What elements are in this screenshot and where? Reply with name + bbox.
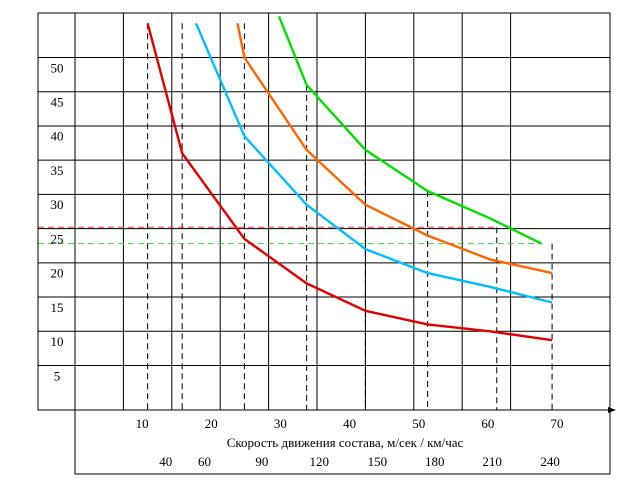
series-line-3 — [236, 23, 553, 275]
y-tick-label: 5 — [54, 368, 61, 383]
kmh-tick-label: 210 — [482, 454, 502, 469]
x-tick-labels: 10 20 30 40 50 60 70 — [136, 416, 564, 431]
y-tick-label: 35 — [51, 163, 64, 178]
series-line-2 — [194, 22, 553, 304]
y-tick-label: 30 — [51, 197, 64, 212]
y-tick-label: 25 — [51, 231, 64, 246]
kmh-tick-label: 120 — [309, 454, 329, 469]
drop-lines — [147, 23, 553, 410]
x-tick-label: 30 — [274, 416, 287, 431]
x-tick-label: 70 — [551, 416, 564, 431]
x-tick-label: 40 — [343, 416, 356, 431]
kmh-tick-label: 240 — [540, 454, 560, 469]
kmh-tick-label: 60 — [198, 454, 211, 469]
grid — [38, 13, 610, 410]
y-tick-label: 40 — [51, 129, 64, 144]
x-tick-label: 50 — [412, 416, 425, 431]
x-tick-label: 60 — [481, 416, 494, 431]
y-tick-label: 10 — [51, 334, 64, 349]
series-line-4 — [277, 15, 543, 245]
x-tick-label: 10 — [136, 416, 149, 431]
x-tick-label: 20 — [205, 416, 218, 431]
kmh-tick-label: 90 — [255, 454, 268, 469]
y-tick-label: 20 — [51, 266, 64, 281]
kmh-tick-labels: 40 60 90 120 150 180 210 240 — [159, 454, 560, 469]
y-tick-label: 15 — [51, 300, 64, 315]
x-axis-label: Скорость движения состава, м/сек / км/ча… — [227, 435, 464, 450]
reference-lines — [38, 226, 542, 245]
series-lines — [146, 15, 553, 342]
series-line-1 — [146, 22, 553, 342]
y-tick-labels: 5 10 15 20 25 30 35 40 45 50 — [51, 60, 64, 383]
kmh-tick-label: 180 — [425, 454, 445, 469]
kmh-tick-label: 150 — [368, 454, 388, 469]
y-tick-label: 50 — [51, 60, 64, 75]
lower-panel-frame — [74, 409, 611, 475]
kmh-tick-label: 40 — [159, 454, 172, 469]
y-tick-label: 45 — [51, 94, 64, 109]
